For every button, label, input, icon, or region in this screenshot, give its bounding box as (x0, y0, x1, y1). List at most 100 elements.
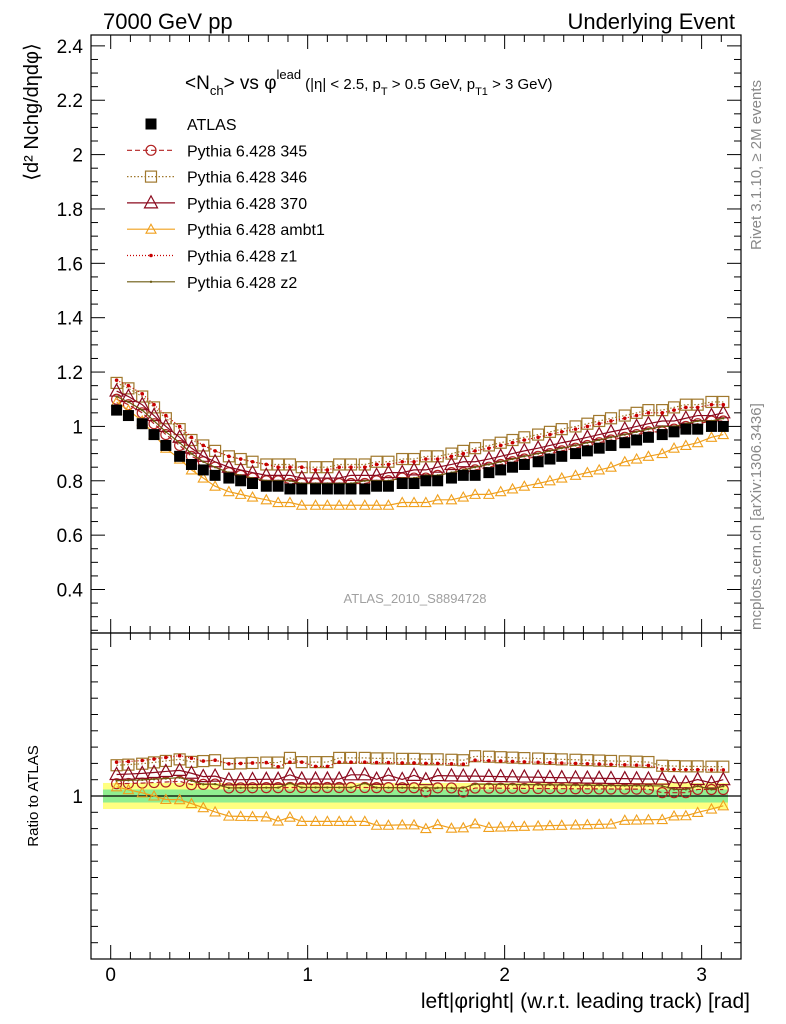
ratio-point-z1 (325, 764, 330, 769)
ratio-point-z2 (523, 783, 526, 786)
point-ambt1 (396, 496, 409, 508)
point-p346 (173, 423, 186, 436)
ratio-point-p370 (270, 771, 286, 785)
legend-label-atlas: ATLAS (187, 117, 237, 134)
point-atlas (408, 478, 420, 489)
ratio-point-p370 (406, 767, 422, 781)
point-ambt1 (431, 493, 444, 505)
point-z2 (574, 444, 577, 447)
point-atlas (680, 423, 692, 435)
ratio-point-z1 (213, 758, 217, 763)
ratio-point-p370 (455, 767, 471, 782)
ratio-point-p346 (147, 756, 161, 769)
ratio-point-ambt1 (445, 822, 458, 833)
ratio-point-p370 (319, 770, 335, 785)
ratio-point-z1 (548, 760, 552, 765)
ratio-point-z1 (487, 758, 491, 763)
legend-label-z1: Pythia 6.428 z1 (187, 249, 297, 266)
ratio-point-p370 (195, 768, 211, 783)
ratio-point-z2 (450, 786, 453, 790)
legend-item-ambt1: Pythia 6.428 ambt1 (127, 222, 325, 239)
y-tick-label: 2 (72, 146, 83, 167)
point-atlas (717, 420, 729, 432)
ratio-point-p370 (430, 767, 446, 782)
ratio-point-z2 (511, 783, 514, 786)
ratio-point-p345 (656, 787, 668, 799)
point-p346 (208, 444, 222, 457)
legend-marker-ambt1 (145, 223, 157, 234)
ratio-point-p370 (715, 771, 731, 786)
point-ambt1 (532, 477, 545, 489)
point-z2 (127, 400, 130, 404)
point-ambt1 (691, 436, 704, 448)
ratio-point-z1 (238, 761, 243, 766)
point-z1 (548, 432, 552, 437)
ratio-point-z2 (647, 784, 650, 788)
point-z2 (523, 455, 526, 458)
ratio-point-ambt1 (173, 793, 186, 805)
point-p370 (455, 453, 471, 468)
ratio-point-z2 (164, 777, 168, 780)
point-ambt1 (618, 455, 631, 467)
ratio-point-p346 (569, 753, 582, 766)
ratio-point-p370 (481, 768, 497, 782)
ratio-point-p345 (185, 779, 198, 791)
point-p346 (309, 461, 322, 474)
point-z2 (499, 460, 502, 463)
point-atlas (359, 483, 371, 495)
point-p346 (147, 401, 161, 414)
ratio-point-z2 (326, 786, 329, 789)
ratio-point-p345 (556, 783, 568, 795)
point-z2 (548, 449, 552, 453)
ratio-point-p346 (630, 755, 643, 768)
point-atlas (581, 445, 593, 457)
ratio-point-z2 (597, 784, 601, 787)
point-z2 (560, 446, 563, 450)
point-ambt1 (408, 496, 420, 508)
point-atlas (345, 483, 357, 495)
ratio-point-z1 (646, 763, 651, 768)
point-atlas (432, 475, 444, 487)
title-cut-1-sub: T (381, 86, 388, 98)
point-z2 (178, 441, 181, 444)
point-ambt1 (321, 499, 334, 510)
ratio-point-ambt1 (295, 815, 308, 826)
ratio-point-z1 (721, 768, 726, 772)
ratio-point-z1 (288, 760, 292, 764)
point-z2 (661, 425, 664, 428)
ratio-point-z1 (573, 761, 578, 766)
ratio-point-p345 (569, 783, 582, 795)
point-z2 (164, 430, 168, 434)
series (109, 376, 731, 834)
ratio-point-p370 (703, 774, 719, 789)
point-ambt1 (555, 471, 568, 483)
x-tick-label: 3 (696, 965, 707, 986)
point-z2 (722, 417, 725, 420)
title-vs-sup: lead (277, 67, 302, 82)
ratio-point-z1 (585, 761, 590, 766)
point-p346 (321, 461, 334, 474)
point-atlas (631, 434, 643, 446)
ratio-point-p370 (380, 766, 396, 781)
ratio-point-z1 (164, 755, 168, 760)
point-ambt1 (569, 469, 582, 480)
point-ambt1 (260, 493, 273, 505)
ratio-point-p370 (134, 765, 150, 780)
point-p346 (185, 433, 198, 447)
ratio-point-ambt1 (457, 821, 470, 833)
ratio-point-p370 (120, 765, 136, 780)
ratio-point-z1 (559, 761, 564, 765)
ratio-point-ambt1 (482, 821, 495, 832)
header-right: Underlying Event (567, 9, 735, 34)
y-tick-label: 1.2 (57, 363, 83, 384)
point-z2 (213, 465, 217, 469)
series-line-p346 (116, 382, 724, 468)
point-p346 (122, 382, 135, 395)
ratio-point-z2 (487, 783, 491, 786)
point-z1 (597, 421, 601, 426)
point-ambt1 (370, 499, 383, 510)
point-ambt1 (345, 499, 357, 510)
point-p370 (343, 467, 359, 481)
ratio-point-ambt1 (122, 783, 135, 795)
point-p346 (272, 458, 285, 471)
